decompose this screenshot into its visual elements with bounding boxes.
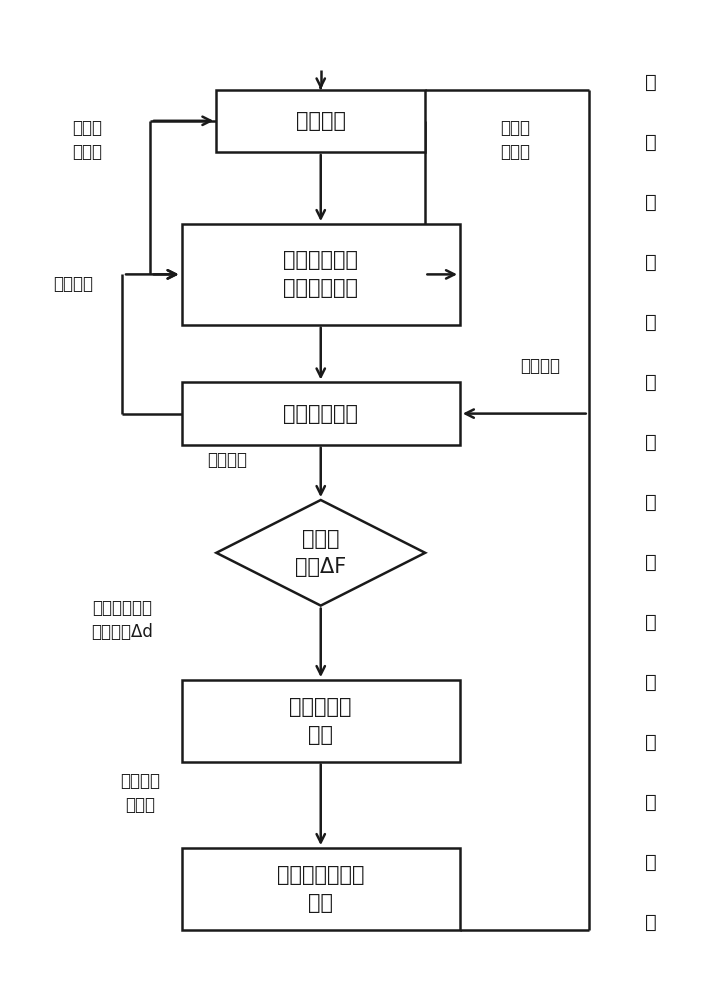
Text: 距: 距 [645,793,658,812]
Text: 实: 实 [645,73,658,92]
FancyBboxPatch shape [181,224,460,325]
Text: 现: 现 [645,133,658,152]
Text: 反射测
距激光: 反射测 距激光 [501,119,531,161]
Text: 实现系统焦距的
调控: 实现系统焦距的 调控 [277,865,365,913]
Polygon shape [216,500,425,606]
Text: 入射测
距激光: 入射测 距激光 [72,119,102,161]
FancyBboxPatch shape [181,848,460,930]
Text: 应: 应 [645,613,658,632]
Text: 焦: 焦 [645,733,658,752]
Text: 相: 相 [645,493,658,512]
Text: 改变凸透
镜位置: 改变凸透 镜位置 [120,772,160,814]
Text: 获得凸透镜位
置改变量Δd: 获得凸透镜位 置改变量Δd [91,599,153,641]
Text: 件: 件 [645,313,658,332]
Text: 位: 位 [645,373,658,392]
FancyBboxPatch shape [216,90,425,152]
Text: 作用于电动
滑台: 作用于电动 滑台 [289,697,352,745]
Text: 置: 置 [645,433,658,452]
Text: 相位调制: 相位调制 [54,275,94,293]
Text: 工件位置: 工件位置 [296,111,346,131]
Text: 混频处理: 混频处理 [207,451,246,469]
Text: 与: 与 [645,193,658,212]
FancyBboxPatch shape [181,680,460,762]
Text: 焦距改
变量ΔF: 焦距改 变量ΔF [295,529,347,577]
Text: 工: 工 [645,253,658,272]
Text: 对: 对 [645,553,658,572]
Text: 的: 的 [645,673,658,692]
Text: 数字控制电路: 数字控制电路 [283,404,358,424]
FancyBboxPatch shape [181,382,460,445]
Text: 信号接收: 信号接收 [520,357,560,375]
Text: 可: 可 [645,853,658,872]
Text: 调: 调 [645,913,658,932]
Text: 测距激光器与
光电探测装置: 测距激光器与 光电探测装置 [283,250,358,298]
